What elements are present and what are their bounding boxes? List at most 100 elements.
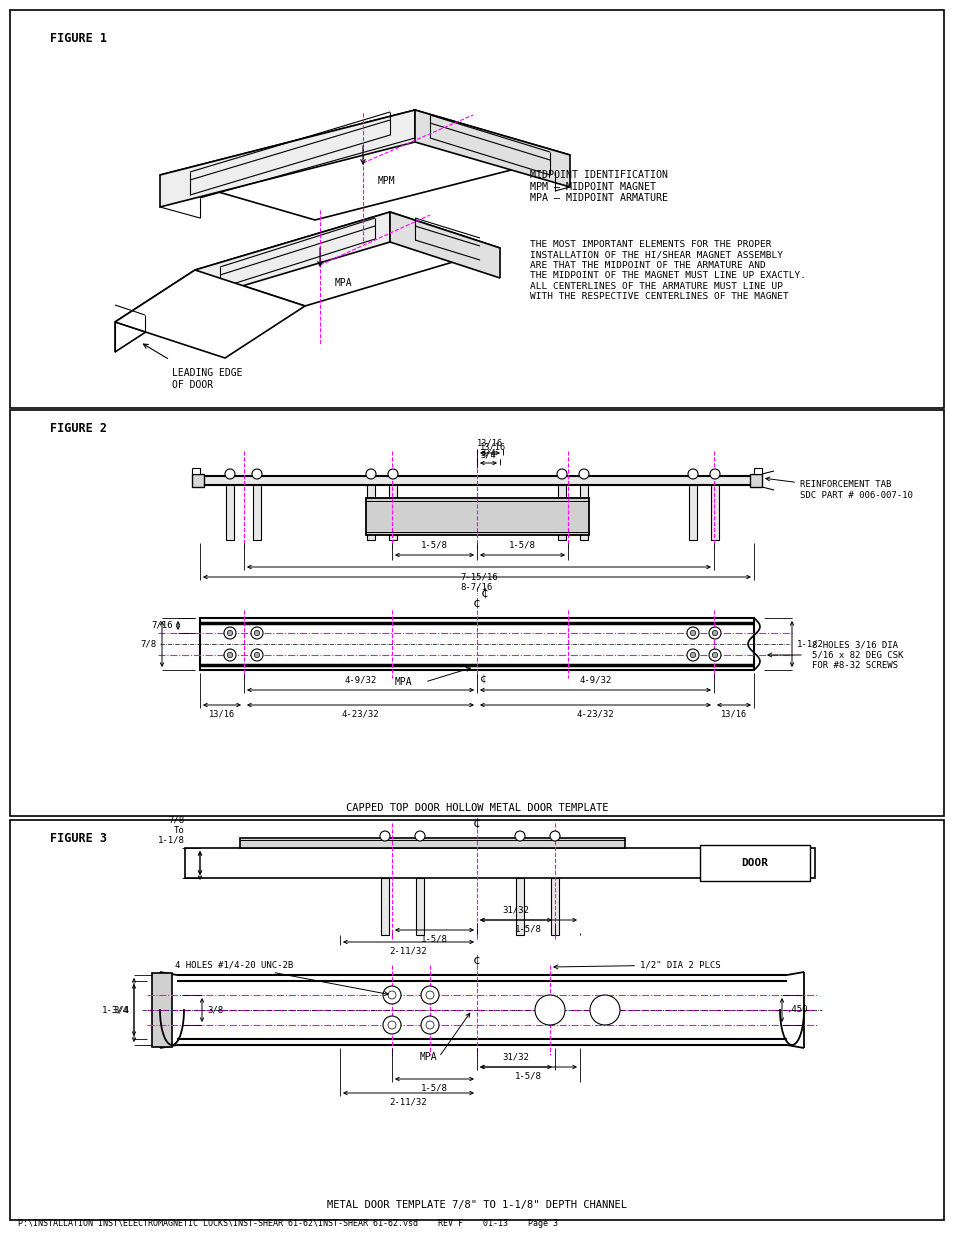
Text: MIDPOINT IDENTIFICATION
MPM – MIDPOINT MAGNET
MPA – MIDPOINT ARMATURE: MIDPOINT IDENTIFICATION MPM – MIDPOINT M…	[530, 170, 667, 204]
Circle shape	[708, 627, 720, 638]
Bar	[551, 878, 558, 935]
Circle shape	[426, 1021, 434, 1029]
Circle shape	[535, 995, 564, 1025]
Text: 4-9/32: 4-9/32	[578, 676, 611, 685]
Text: REINFORCEMENT TAB
SDC PART # 006-007-10: REINFORCEMENT TAB SDC PART # 006-007-10	[765, 477, 912, 500]
Text: 1/2" DIA 2 PLCS: 1/2" DIA 2 PLCS	[554, 961, 720, 969]
Circle shape	[686, 627, 699, 638]
Bar	[366, 498, 588, 535]
Text: FIGURE 2: FIGURE 2	[50, 422, 107, 435]
Text: .450: .450	[786, 1005, 807, 1014]
Text: 3/4: 3/4	[479, 451, 496, 459]
Circle shape	[589, 995, 619, 1025]
Circle shape	[382, 986, 400, 1004]
Polygon shape	[115, 270, 194, 352]
Bar	[253, 485, 261, 540]
Bar	[152, 973, 172, 1047]
Circle shape	[225, 469, 234, 479]
Circle shape	[366, 469, 375, 479]
Bar	[516, 878, 523, 935]
Circle shape	[420, 1016, 438, 1034]
Text: 13/16: 13/16	[209, 710, 234, 719]
Circle shape	[252, 469, 262, 479]
Circle shape	[254, 630, 259, 636]
Bar	[226, 485, 233, 540]
Circle shape	[550, 831, 559, 841]
Bar	[240, 839, 624, 848]
Circle shape	[227, 630, 233, 636]
Text: 2-11/32: 2-11/32	[389, 947, 427, 956]
Text: MPA: MPA	[419, 1052, 436, 1062]
Circle shape	[709, 469, 720, 479]
Bar	[192, 468, 200, 474]
Bar	[177, 974, 786, 1045]
Circle shape	[687, 469, 698, 479]
Circle shape	[224, 650, 235, 661]
Bar	[200, 618, 753, 671]
Polygon shape	[415, 110, 569, 186]
Text: 4-9/32: 4-9/32	[344, 676, 376, 685]
Circle shape	[379, 831, 390, 841]
Text: ¢: ¢	[473, 953, 480, 967]
Bar	[700, 845, 809, 881]
Text: 31/32: 31/32	[502, 906, 529, 915]
Circle shape	[712, 652, 717, 658]
Circle shape	[388, 469, 397, 479]
Text: FIGURE 1: FIGURE 1	[50, 32, 107, 44]
Text: 1-5/8: 1-5/8	[509, 541, 536, 550]
Text: 7-15/16: 7-15/16	[459, 572, 497, 580]
Polygon shape	[160, 110, 569, 220]
Bar	[710, 485, 719, 540]
Bar	[192, 474, 204, 487]
Polygon shape	[194, 212, 499, 306]
Bar	[558, 485, 565, 540]
Text: 7/8
To
1-1/8: 7/8 To 1-1/8	[158, 815, 185, 845]
Circle shape	[254, 652, 259, 658]
Text: MPA: MPA	[335, 278, 353, 288]
Text: 1-5/8: 1-5/8	[420, 541, 448, 550]
Circle shape	[251, 627, 263, 638]
Polygon shape	[115, 270, 305, 358]
Circle shape	[388, 990, 395, 999]
Bar	[10, 10, 943, 408]
Text: P:\INSTALLATION INST\ELECTROMAGNETIC LOCKS\INST-SHEAR 61-62\INST-SHEAR 61-62.vsd: P:\INSTALLATION INST\ELECTROMAGNETIC LOC…	[18, 1219, 558, 1228]
Text: 1-5/8: 1-5/8	[420, 1084, 448, 1093]
Bar	[185, 848, 814, 878]
Bar	[367, 485, 375, 540]
Bar	[753, 468, 761, 474]
Polygon shape	[390, 212, 499, 278]
Circle shape	[712, 630, 717, 636]
Bar	[688, 485, 697, 540]
Bar	[10, 410, 943, 816]
Text: 4-23/32: 4-23/32	[341, 710, 379, 719]
Text: 13/16: 13/16	[720, 710, 746, 719]
Text: 1-3/4: 1-3/4	[102, 1005, 129, 1014]
Text: MPM: MPM	[377, 177, 395, 186]
Circle shape	[224, 627, 235, 638]
Circle shape	[415, 831, 424, 841]
Text: 1-5/8: 1-5/8	[420, 935, 448, 944]
Text: ¢: ¢	[479, 676, 486, 685]
Text: ¢: ¢	[480, 587, 488, 600]
Bar	[416, 878, 423, 935]
Bar	[10, 820, 943, 1220]
Text: DOOR: DOOR	[740, 858, 768, 868]
Circle shape	[420, 986, 438, 1004]
Text: 3/8: 3/8	[207, 1005, 223, 1014]
Circle shape	[690, 652, 695, 658]
Text: FIGURE 3: FIGURE 3	[50, 832, 107, 845]
Bar	[749, 474, 761, 487]
Circle shape	[686, 650, 699, 661]
Bar	[579, 485, 587, 540]
Circle shape	[708, 650, 720, 661]
Text: 1-5/8: 1-5/8	[515, 925, 541, 934]
Text: CAPPED TOP DOOR HOLLOW METAL DOOR TEMPLATE: CAPPED TOP DOOR HOLLOW METAL DOOR TEMPLA…	[345, 803, 608, 813]
Circle shape	[227, 652, 233, 658]
Text: 13/16: 13/16	[476, 438, 502, 448]
Text: 13/16: 13/16	[479, 442, 506, 451]
Text: THE MOST IMPORTANT ELEMENTS FOR THE PROPER
INSTALLATION OF THE HI/SHEAR MAGNET A: THE MOST IMPORTANT ELEMENTS FOR THE PROP…	[530, 240, 805, 301]
Circle shape	[557, 469, 566, 479]
Text: 8-7/16: 8-7/16	[460, 582, 493, 592]
Bar	[200, 475, 753, 485]
Bar	[380, 878, 389, 935]
